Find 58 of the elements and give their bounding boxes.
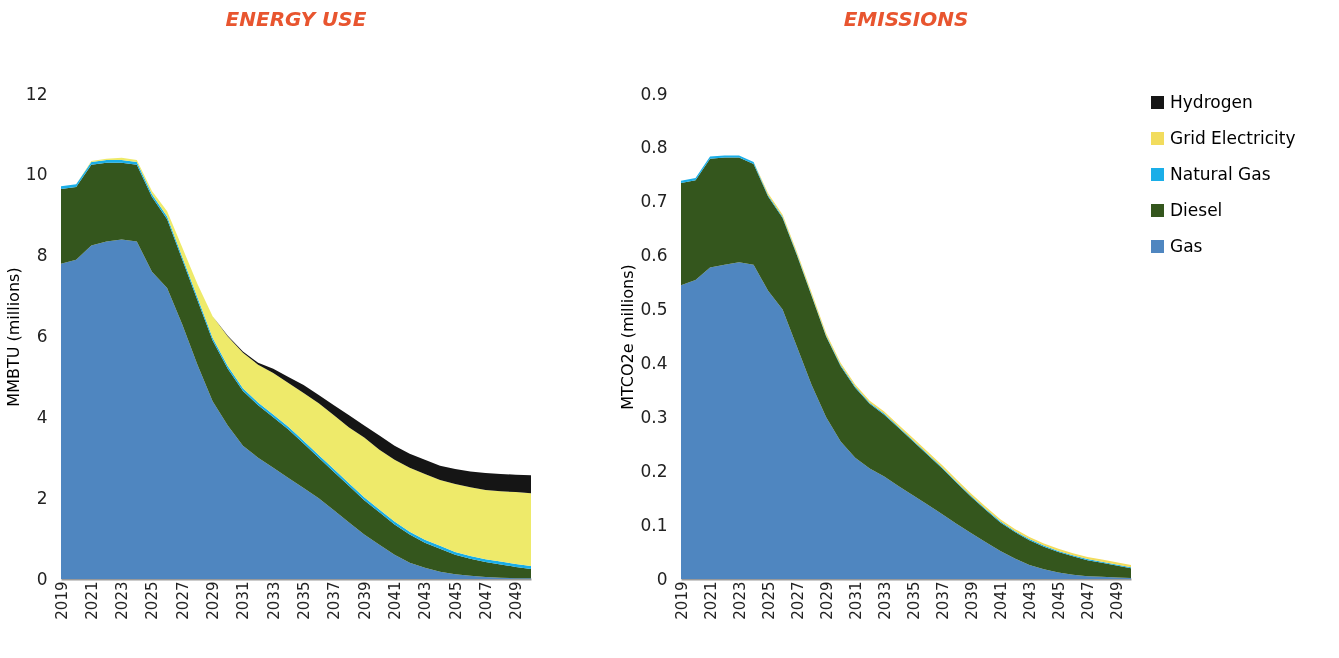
y-axis-title: MTCO2e (millions) [618,264,638,410]
y-tick-label: 0.9 [640,83,668,104]
x-tick-label: 2033 [264,581,283,620]
x-tick-label: 2031 [846,581,865,620]
x-tick-label: 2041 [991,581,1010,620]
y-axis-title: MMBTU (millions) [3,267,23,407]
y-tick-label: 0.2 [640,460,668,481]
x-tick-label: 2027 [173,581,192,620]
y-tick-label: 0.3 [640,406,668,427]
x-tick-label: 2031 [234,581,253,620]
x-tick-label: 2033 [875,581,894,620]
x-tick-label: 2035 [904,581,923,620]
y-tick-label: 4 [36,406,48,427]
y-tick-label: 0 [36,568,48,589]
x-tick-label: 2019 [672,581,691,620]
chart-title: EMISSIONS [843,7,969,31]
y-tick-label: 0.8 [640,137,668,158]
y-tick-label: 0.5 [640,299,668,320]
x-tick-label: 2023 [113,581,132,620]
x-tick-label: 2025 [759,581,778,620]
y-tick-label: 6 [36,326,48,346]
x-tick-label: 2039 [962,581,981,620]
x-tick-label: 2037 [933,581,952,620]
x-tick-label: 2049 [1107,581,1126,620]
x-tick-label: 2021 [82,581,101,620]
x-tick-label: 2037 [325,581,344,620]
y-tick-label: 10 [25,164,48,185]
x-tick-label: 2049 [507,581,526,620]
y-tick-label: 0.1 [640,514,668,535]
x-tick-label: 2021 [701,581,720,620]
x-tick-label: 2045 [446,581,465,620]
y-tick-label: 0.6 [640,245,668,266]
x-tick-label: 2041 [386,581,405,620]
x-tick-label: 2027 [788,581,807,620]
legend-label: Hydrogen [1170,91,1253,112]
x-tick-label: 2029 [817,581,836,620]
legend-label: Natural Gas [1170,163,1271,184]
x-tick-label: 2019 [52,581,71,620]
y-tick-label: 0.7 [640,191,668,212]
y-tick-label: 0 [656,568,668,589]
x-tick-label: 2047 [477,581,496,620]
x-tick-label: 2043 [1020,581,1039,620]
x-tick-label: 2039 [355,581,374,620]
chart-title: ENERGY USE [225,7,367,31]
y-tick-label: 2 [36,487,48,508]
y-tick-label: 8 [36,245,48,266]
x-tick-label: 2029 [204,581,223,620]
legend-label: Diesel [1170,199,1223,220]
x-tick-label: 2035 [295,581,314,620]
legend-label: Gas [1170,235,1203,256]
x-tick-label: 2023 [730,581,749,620]
x-tick-label: 2047 [1078,581,1097,620]
legend-label: Grid Electricity [1170,127,1296,148]
y-tick-label: 12 [25,83,48,104]
x-tick-label: 2045 [1049,581,1068,620]
x-tick-label: 2025 [143,581,162,620]
y-tick-label: 0.4 [640,352,668,373]
x-tick-label: 2043 [416,581,435,620]
